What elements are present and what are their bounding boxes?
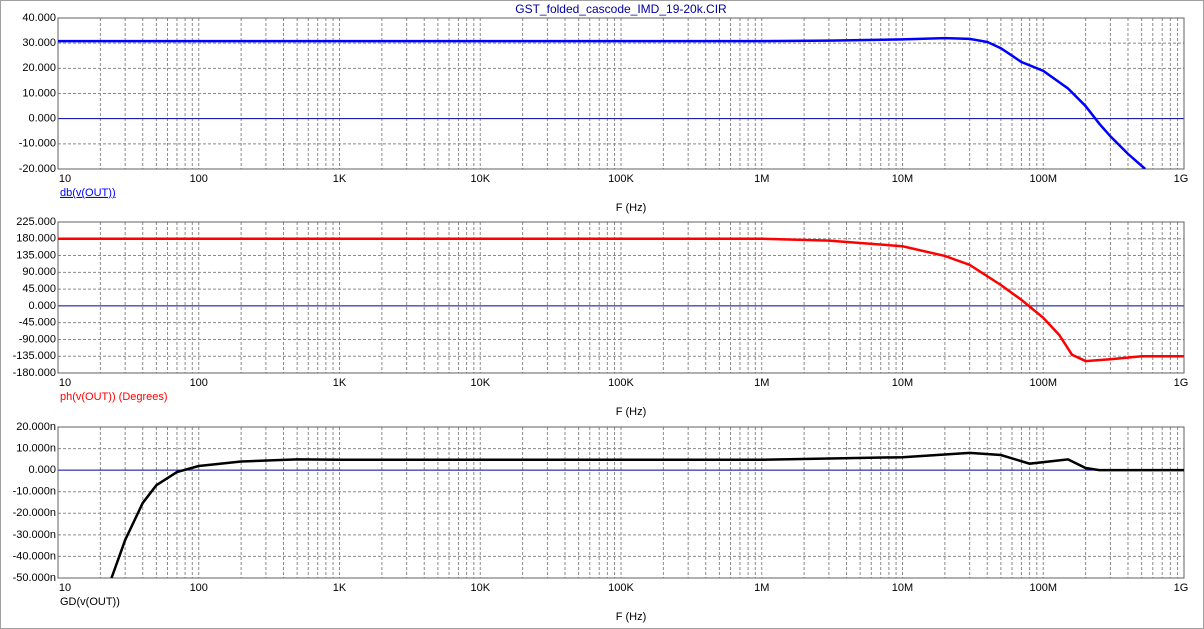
x-tick-label: 100K	[608, 377, 634, 389]
x-tick-label: 100K	[608, 582, 634, 594]
x-tick-label: 10M	[892, 173, 913, 185]
x-tick-label: 1M	[754, 582, 769, 594]
y-axis-label: ph(v(OUT)) (Degrees)	[60, 391, 168, 403]
data-line	[110, 451, 1184, 578]
y-tick-label: -20.000n	[13, 507, 56, 519]
x-tick-label: 1M	[754, 377, 769, 389]
chart-title: GST_folded_cascode_IMD_19-20k.CIR	[515, 2, 727, 16]
x-tick-label: 1G	[1174, 173, 1189, 185]
x-axis-label: F (Hz)	[616, 406, 647, 418]
x-tick-label: 100	[190, 377, 208, 389]
y-tick-label: 10.000n	[16, 442, 56, 454]
y-tick-label: 20.000	[22, 62, 56, 74]
x-tick-label: 10	[59, 377, 71, 389]
x-tick-label: 1G	[1174, 377, 1189, 389]
plot-border	[57, 426, 1185, 579]
x-axis-label: F (Hz)	[616, 611, 647, 623]
data-line	[58, 36, 1147, 169]
x-tick-label: 10M	[892, 377, 913, 389]
x-tick-label: 1G	[1174, 582, 1189, 594]
y-tick-label: 30.000	[22, 37, 56, 49]
x-tick-label: 100M	[1029, 377, 1057, 389]
x-tick-label: 1K	[333, 377, 347, 389]
y-tick-label: 0.000	[28, 464, 56, 476]
y-tick-label: -10.000	[19, 138, 56, 150]
x-tick-label: 1K	[333, 582, 347, 594]
x-tick-label: 100M	[1029, 582, 1057, 594]
plot-border	[57, 221, 1185, 374]
y-tick-label: 0.000	[28, 300, 56, 312]
y-tick-label: -30.000n	[13, 529, 56, 541]
data-line	[58, 237, 1184, 363]
y-tick-label: -45.000	[19, 317, 56, 329]
plot-border	[57, 17, 1185, 170]
y-tick-label: -180.000	[13, 367, 56, 379]
y-tick-label: -40.000n	[13, 550, 56, 562]
x-tick-label: 10K	[470, 173, 490, 185]
x-tick-label: 1M	[754, 173, 769, 185]
y-tick-label: 135.000	[16, 249, 56, 261]
y-tick-label: -20.000	[19, 163, 56, 175]
x-tick-label: 10M	[892, 582, 913, 594]
x-tick-label: 10	[59, 173, 71, 185]
x-tick-label: 10K	[470, 377, 490, 389]
y-tick-label: -90.000	[19, 333, 56, 345]
x-tick-label: 100K	[608, 173, 634, 185]
y-tick-label: 20.000n	[16, 421, 56, 433]
x-tick-label: 100M	[1029, 173, 1057, 185]
y-tick-label: 90.000	[22, 266, 56, 278]
y-tick-label: -135.000	[13, 350, 56, 362]
y-axis-label: db(v(OUT))	[60, 187, 116, 199]
y-tick-label: 10.000	[22, 87, 56, 99]
x-tick-label: 10K	[470, 582, 490, 594]
x-tick-label: 10	[59, 582, 71, 594]
x-tick-label: 100	[190, 173, 208, 185]
x-axis-label: F (Hz)	[616, 202, 647, 214]
y-axis-label: GD(v(OUT))	[60, 596, 120, 608]
y-tick-label: 0.000	[28, 113, 56, 125]
y-tick-label: -50.000n	[13, 572, 56, 584]
y-tick-label: 225.000	[16, 216, 56, 228]
y-tick-label: 45.000	[22, 283, 56, 295]
y-tick-label: -10.000n	[13, 486, 56, 498]
y-tick-label: 180.000	[16, 233, 56, 245]
y-tick-label: 40.000	[22, 12, 56, 24]
x-tick-label: 1K	[333, 173, 347, 185]
x-tick-label: 100	[190, 582, 208, 594]
